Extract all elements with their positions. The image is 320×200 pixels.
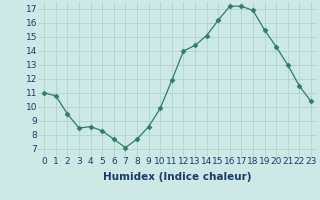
X-axis label: Humidex (Indice chaleur): Humidex (Indice chaleur): [103, 172, 252, 182]
